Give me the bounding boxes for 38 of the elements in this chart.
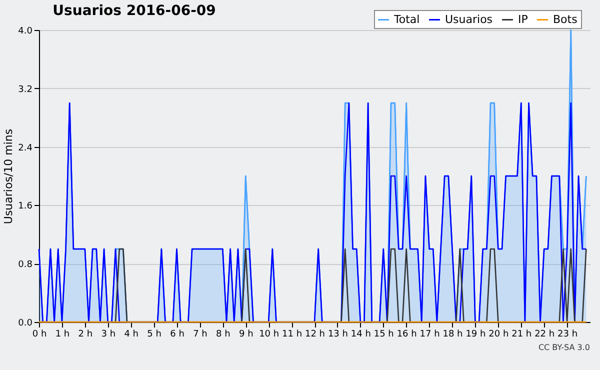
y-tick-label: 3.2 <box>18 84 32 95</box>
x-tick-label: 7 h <box>193 330 208 340</box>
x-tick-label: 15 h <box>374 330 394 340</box>
legend-label: IP <box>518 12 528 26</box>
y-tick-label: 2.4 <box>18 143 33 154</box>
x-tick-label: 1 h <box>55 330 70 340</box>
y-tick-label: 1.6 <box>18 202 33 212</box>
text: CC BY-SA 3.0 <box>538 343 590 352</box>
x-tick-label: 2 h <box>78 330 93 340</box>
legend-label: Bots <box>553 12 578 26</box>
x-tick-label: 18 h <box>442 330 463 340</box>
x-tick-label: 9 h <box>238 330 254 340</box>
x-tick-label: 23 h <box>558 330 578 340</box>
x-tick-label: 6 h <box>170 330 184 340</box>
x-tick-label: 12 h <box>304 330 326 340</box>
x-tick-label: 14 h <box>350 330 371 340</box>
line-series <box>38 102 587 323</box>
x-tick-label: 17 h <box>420 330 440 340</box>
x-tick-label: 5 h <box>147 330 162 340</box>
y-tick-label: 0.8 <box>18 260 33 270</box>
x-tick-label: 22 h <box>534 330 555 340</box>
x-tick-label: 20 h <box>488 330 509 340</box>
legend-label: Total <box>393 12 420 26</box>
x-tick-label: 13 h <box>328 330 348 340</box>
x-tick-label: 11 h <box>282 330 302 340</box>
y-tick-label: 0.0 <box>18 318 33 328</box>
legend-label: Usuarios <box>445 12 493 26</box>
x-tick-label: 3 h <box>101 330 116 340</box>
x-tick-label: 8 h <box>216 330 230 340</box>
chart-title: Usuarios 2016-06-09 <box>52 3 216 19</box>
y-axis-title: Usuarios/10 mins <box>2 128 16 224</box>
x-tick-label: 16 h <box>396 330 417 340</box>
x-tick-label: 21 h <box>512 330 532 340</box>
x-tick-label: 0 h <box>32 330 47 340</box>
x-tick-label: 10 h <box>259 330 280 340</box>
y-tick-label: 4.0 <box>18 26 33 36</box>
x-tick-label: 19 h <box>466 330 486 340</box>
x-tick-label: 4 h <box>124 330 138 340</box>
